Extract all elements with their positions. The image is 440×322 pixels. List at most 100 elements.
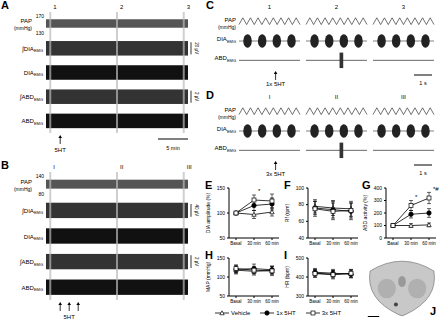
svg-text:PAP: PAP: [224, 107, 236, 113]
svg-text:HR (bpm): HR (bpm): [284, 266, 290, 288]
svg-text:I: I: [53, 164, 55, 170]
html-text:J: J: [430, 305, 437, 317]
svg-text:30 min: 30 min: [404, 241, 418, 246]
svg-text:DIAEMG: DIAEMG: [24, 70, 43, 78]
svg-text:III: III: [187, 164, 192, 170]
svg-text:50: 50: [219, 293, 225, 299]
svg-text:∫ABDEMG: ∫ABDEMG: [19, 259, 43, 267]
svg-text:5 min: 5 min: [166, 145, 179, 151]
svg-text:130: 130: [36, 30, 45, 36]
svg-text:*: *: [258, 188, 261, 194]
svg-text:200: 200: [374, 210, 383, 216]
svg-text:(mmHg): (mmHg): [218, 114, 236, 120]
html-text:G: G: [362, 179, 371, 191]
svg-text:100: 100: [217, 274, 226, 280]
svg-text:1 s: 1 s: [419, 170, 427, 176]
svg-text:PAP: PAP: [20, 18, 32, 24]
svg-text:40: 40: [298, 235, 304, 241]
svg-text:∫DIAEMG: ∫DIAEMG: [21, 46, 43, 54]
svg-text:∫ABDEMG: ∫ABDEMG: [19, 94, 43, 102]
svg-text:Basal: Basal: [230, 299, 241, 304]
html-text:C: C: [206, 0, 214, 11]
svg-text:140: 140: [36, 173, 45, 179]
svg-text:3x 5HT: 3x 5HT: [266, 171, 286, 177]
html-text:E: E: [205, 179, 213, 191]
svg-text:MAP (mmHg): MAP (mmHg): [205, 262, 211, 293]
svg-text:ABDEMG: ABDEMG: [215, 55, 236, 63]
svg-text:150: 150: [217, 185, 226, 191]
svg-text:ABDEMG: ABDEMG: [215, 145, 236, 153]
svg-text:50: 50: [219, 235, 225, 241]
svg-text:30 min: 30 min: [326, 241, 340, 246]
svg-text:ABD activity (%): ABD activity (%): [362, 195, 368, 231]
svg-text:300: 300: [296, 293, 305, 299]
svg-text:(mmHg): (mmHg): [218, 24, 236, 30]
svg-text:II: II: [120, 164, 124, 170]
svg-text:60 min: 60 min: [265, 241, 279, 246]
svg-text:60 min: 60 min: [344, 299, 358, 304]
svg-text:30 min: 30 min: [247, 299, 261, 304]
svg-text:150: 150: [217, 255, 226, 261]
svg-text:(mmHg): (mmHg): [14, 25, 32, 31]
svg-text:5HT: 5HT: [64, 314, 76, 320]
svg-text:170: 170: [36, 13, 45, 19]
svg-text:DIAEMG: DIAEMG: [24, 234, 43, 242]
svg-text:DIA amplitude (%): DIA amplitude (%): [205, 193, 211, 234]
svg-text:100: 100: [217, 210, 226, 216]
svg-text:60 min: 60 min: [422, 241, 436, 246]
svg-text:30 min: 30 min: [326, 299, 340, 304]
svg-text:1 s: 1 s: [419, 80, 427, 86]
svg-text:0: 0: [379, 235, 382, 241]
svg-text:DIAEMG: DIAEMG: [217, 36, 236, 44]
svg-text:ABDEMG: ABDEMG: [22, 285, 43, 293]
svg-text:2: 2: [120, 4, 124, 10]
svg-text:400: 400: [296, 274, 305, 280]
svg-text:DIAEMG: DIAEMG: [217, 126, 236, 134]
svg-text:*: *: [415, 194, 418, 200]
svg-text:PAP: PAP: [224, 17, 236, 23]
html-text:D: D: [206, 89, 214, 101]
html-text:H: H: [205, 249, 213, 261]
html-text:3x 5HT: 3x 5HT: [321, 310, 341, 316]
svg-text:80: 80: [38, 191, 44, 197]
svg-text:1x 5HT: 1x 5HT: [266, 81, 286, 87]
svg-text:100: 100: [374, 222, 383, 228]
svg-text:100: 100: [296, 185, 305, 191]
svg-text:II: II: [335, 94, 339, 100]
svg-text:III: III: [401, 94, 406, 100]
svg-text:2: 2: [335, 4, 339, 10]
html-text:Vehicle: Vehicle: [231, 310, 251, 316]
svg-text:2 µV: 2 µV: [194, 257, 199, 266]
svg-text:Basal: Basal: [387, 241, 398, 246]
svg-text:3: 3: [187, 4, 191, 10]
svg-text:60: 60: [298, 218, 304, 224]
svg-text:3: 3: [402, 4, 406, 10]
svg-text:400: 400: [374, 185, 383, 191]
svg-text:Basal: Basal: [309, 241, 320, 246]
svg-text:30 min: 30 min: [247, 241, 261, 246]
svg-text:ABDEMG: ABDEMG: [22, 118, 43, 126]
svg-text:300: 300: [374, 197, 383, 203]
svg-text:40 µV: 40 µV: [194, 204, 199, 216]
svg-text:(mmHg): (mmHg): [14, 186, 32, 192]
html-text:A: A: [1, 0, 9, 11]
svg-text:80: 80: [298, 201, 304, 207]
svg-text:60 min: 60 min: [265, 299, 279, 304]
svg-text:I: I: [269, 94, 271, 100]
svg-text:2 µV: 2 µV: [194, 92, 199, 101]
html-text:F: F: [284, 179, 291, 191]
svg-text:*#: *#: [433, 186, 439, 192]
svg-text:Basal: Basal: [309, 299, 320, 304]
svg-text:500: 500: [296, 255, 305, 261]
svg-text:5HT: 5HT: [55, 147, 67, 153]
html-text:1x 5HT: 1x 5HT: [276, 310, 296, 316]
svg-text:1: 1: [268, 4, 272, 10]
svg-text:∫DIAEMG: ∫DIAEMG: [21, 208, 43, 216]
svg-text:1: 1: [53, 4, 57, 10]
svg-text:Rf (rpm): Rf (rpm): [284, 204, 290, 223]
html-text:B: B: [1, 159, 9, 171]
svg-text:20 µV: 20 µV: [194, 42, 199, 54]
svg-text:PAP: PAP: [20, 179, 32, 185]
svg-text:Basal: Basal: [230, 241, 241, 246]
svg-text:60 min: 60 min: [344, 241, 358, 246]
